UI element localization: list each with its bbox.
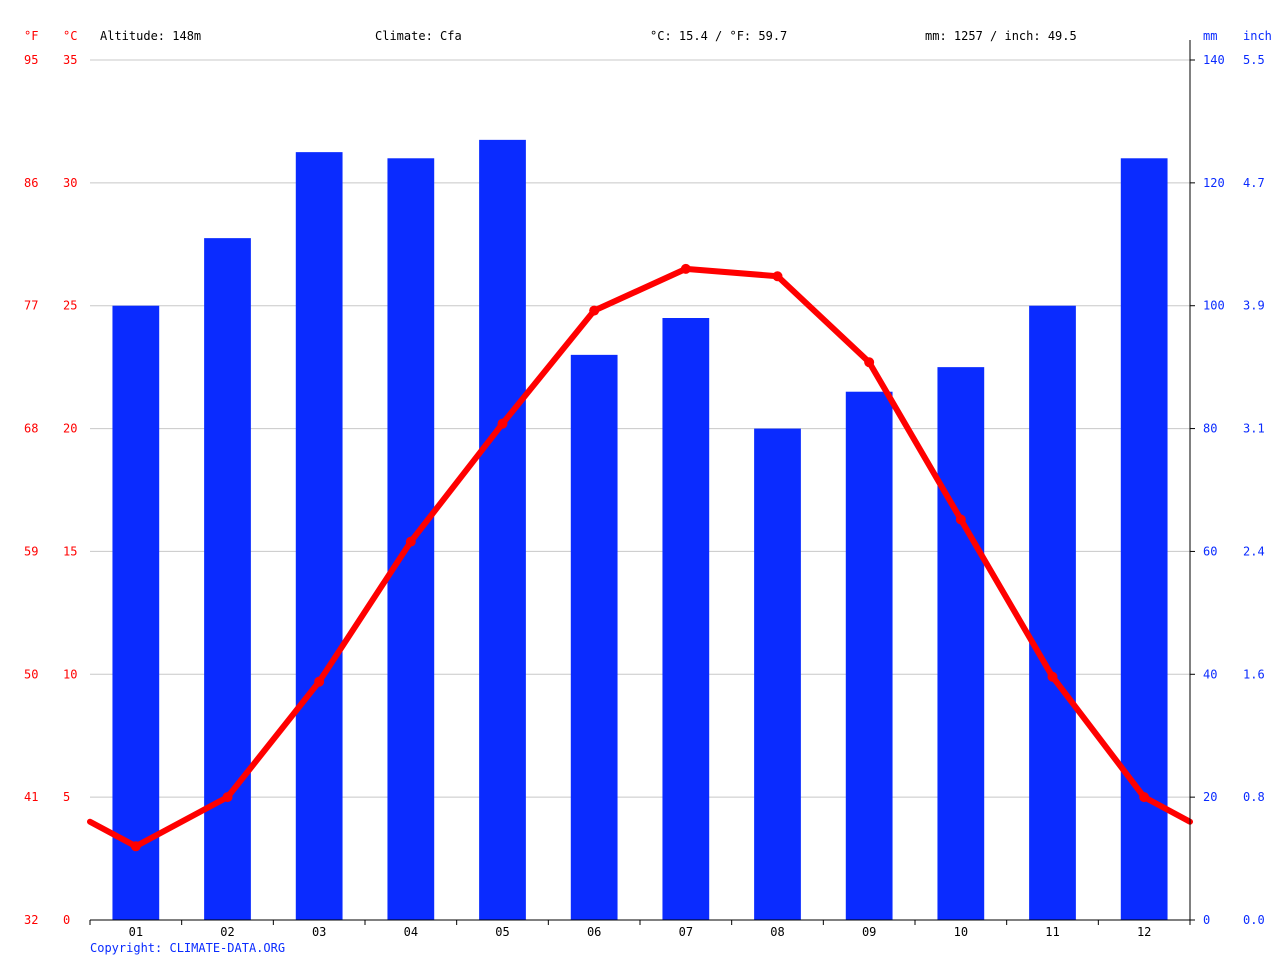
precipitation-bar	[112, 305, 160, 920]
celsius-tick-label: 35	[63, 53, 77, 67]
precipitation-bar	[845, 391, 893, 920]
celsius-tick-label: 10	[63, 667, 77, 681]
fahrenheit-tick-label: 86	[24, 176, 38, 190]
precipitation-bar	[1029, 305, 1076, 920]
inch-tick-label: 5.5	[1243, 53, 1265, 67]
x-tick-label: 04	[404, 925, 418, 939]
mm-tick-label: 60	[1203, 544, 1217, 558]
fahrenheit-tick-label: 68	[24, 422, 38, 436]
inch-tick-label: 0.8	[1243, 790, 1265, 804]
x-tick-label: 05	[495, 925, 509, 939]
x-tick-label: 03	[312, 925, 326, 939]
fahrenheit-tick-label: 95	[24, 53, 38, 67]
temperature-point	[405, 536, 416, 547]
mm-tick-label: 100	[1203, 299, 1225, 313]
precipitation-bars	[112, 139, 1168, 921]
precipitation-bar	[479, 139, 526, 920]
inch-tick-label: 1.6	[1243, 667, 1265, 681]
mm-tick-label: 120	[1203, 176, 1225, 190]
average-precipitation-label: mm: 1257 / inch: 49.5	[925, 29, 1077, 43]
axes	[89, 40, 1195, 925]
x-tick-label: 11	[1045, 925, 1059, 939]
temperature-point	[680, 263, 691, 274]
inch-tick-label: 2.4	[1243, 544, 1265, 558]
inch-unit-label: inch	[1243, 29, 1272, 43]
temperature-point	[314, 676, 325, 687]
celsius-tick-label: 5	[63, 790, 70, 804]
temperature-point	[1139, 792, 1150, 803]
celsius-tick-label: 30	[63, 176, 77, 190]
precipitation-bar	[295, 152, 343, 921]
mm-tick-label: 80	[1203, 422, 1217, 436]
inch-tick-label: 4.7	[1243, 176, 1265, 190]
mm-tick-label: 140	[1203, 53, 1225, 67]
temperature-point	[222, 792, 233, 803]
average-temperature-label: °C: 15.4 / °F: 59.7	[650, 29, 787, 43]
precipitation-bar	[754, 428, 801, 920]
temperature-point	[1047, 671, 1058, 682]
x-tick-label: 10	[954, 925, 968, 939]
x-tick-label: 01	[129, 925, 143, 939]
mm-tick-label: 0	[1203, 913, 1210, 927]
fahrenheit-tick-label: 59	[24, 544, 38, 558]
temperature-point	[955, 514, 966, 525]
x-tick-label: 08	[770, 925, 784, 939]
celsius-tick-label: 25	[63, 299, 77, 313]
precipitation-bar	[204, 238, 251, 921]
x-tick-label: 12	[1137, 925, 1151, 939]
inch-tick-label: 0.0	[1243, 913, 1265, 927]
temperature-polyline	[87, 265, 1193, 850]
fahrenheit-tick-label: 32	[24, 913, 38, 927]
precipitation-bar	[937, 367, 985, 921]
temperature-line	[87, 263, 1193, 852]
copyright-label: Copyright: CLIMATE-DATA.ORG	[90, 941, 285, 955]
temperature-point	[864, 357, 875, 368]
x-tick-label: 02	[220, 925, 234, 939]
climate-label: Climate: Cfa	[375, 29, 462, 43]
celsius-tick-label: 15	[63, 544, 77, 558]
x-tick-label: 09	[862, 925, 876, 939]
temperature-point	[497, 418, 508, 429]
mm-unit-label: mm	[1203, 29, 1217, 43]
x-tick-label: 07	[679, 925, 693, 939]
inch-tick-label: 3.9	[1243, 299, 1265, 313]
fahrenheit-tick-label: 41	[24, 790, 38, 804]
altitude-label: Altitude: 148m	[100, 29, 201, 43]
temperature-point	[589, 305, 600, 316]
inch-tick-label: 3.1	[1243, 422, 1265, 436]
gridlines	[90, 59, 1190, 798]
x-tick-label: 06	[587, 925, 601, 939]
tick-labels: 01 02 03 04 05 06 07 08 09 10 11 120325411050155920…	[24, 53, 1265, 939]
celsius-unit-label: °C	[63, 29, 77, 43]
mm-tick-label: 20	[1203, 790, 1217, 804]
fahrenheit-tick-label: 77	[24, 299, 38, 313]
precipitation-bar	[662, 318, 710, 920]
fahrenheit-unit-label: °F	[24, 29, 38, 43]
fahrenheit-tick-label: 50	[24, 667, 38, 681]
temperature-point	[772, 271, 783, 282]
temperature-point	[130, 841, 141, 852]
mm-tick-label: 40	[1203, 667, 1217, 681]
precipitation-bar	[570, 354, 618, 920]
celsius-tick-label: 20	[63, 422, 77, 436]
celsius-tick-label: 0	[63, 913, 70, 927]
